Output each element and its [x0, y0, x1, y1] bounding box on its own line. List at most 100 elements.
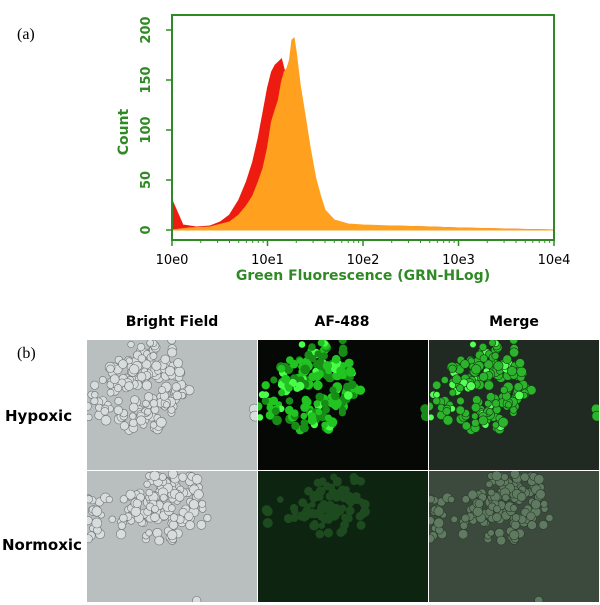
cell [291, 507, 299, 516]
y-tick-label: 200 [139, 16, 154, 43]
x-tick-label: 10e2 [347, 253, 380, 268]
cell [108, 515, 116, 523]
cell [125, 489, 136, 500]
cell [191, 474, 203, 485]
cell [87, 413, 93, 421]
cell [173, 358, 183, 368]
cell [487, 529, 495, 537]
cell [285, 397, 294, 405]
cell [137, 354, 146, 363]
cell [158, 386, 166, 394]
cell [167, 347, 177, 358]
cell [113, 405, 123, 415]
cell [491, 421, 500, 429]
cell [478, 372, 489, 382]
cell [527, 520, 537, 531]
cell [87, 401, 92, 411]
cell [258, 414, 264, 421]
cell [474, 498, 484, 508]
cell [178, 472, 188, 482]
cell [168, 520, 179, 530]
cell [114, 384, 123, 393]
cell [492, 512, 502, 522]
cell [433, 517, 445, 529]
cell [203, 513, 212, 522]
cell [149, 351, 158, 360]
cell [515, 358, 525, 368]
cell [300, 419, 309, 427]
cell [471, 364, 482, 375]
cell [277, 496, 284, 503]
normoxic-bright-field-image [87, 471, 257, 602]
cell [298, 341, 306, 348]
cell [156, 417, 167, 428]
cell [300, 403, 310, 412]
x-tick-label: 10e4 [538, 253, 571, 268]
cell [91, 506, 103, 517]
cell [295, 381, 305, 391]
cell [491, 471, 502, 481]
plot-frame [171, 14, 555, 241]
cell [174, 492, 185, 502]
cell [193, 489, 204, 500]
cell [455, 405, 465, 415]
cell [258, 402, 263, 411]
cell [343, 382, 352, 392]
cell [323, 482, 332, 491]
cell [509, 347, 519, 358]
cell [304, 486, 313, 496]
cell [344, 391, 353, 400]
cell [502, 354, 512, 364]
cell [442, 415, 454, 426]
cell [285, 384, 293, 392]
cell [151, 505, 159, 513]
cell [196, 520, 207, 530]
cell [420, 411, 428, 422]
cell [317, 502, 325, 511]
cell [136, 415, 147, 426]
cell [338, 347, 348, 357]
cell [591, 410, 599, 422]
cell [172, 390, 182, 401]
cell [345, 366, 356, 377]
cell [106, 388, 115, 397]
cell [154, 535, 164, 546]
cell [145, 488, 153, 497]
cell [158, 473, 167, 481]
cell [313, 400, 321, 407]
cell [309, 520, 320, 531]
cell [128, 402, 139, 413]
cell [308, 343, 316, 351]
cell [483, 380, 495, 391]
cell [167, 340, 177, 345]
cell [460, 359, 470, 369]
cell [345, 506, 355, 516]
cell [130, 506, 141, 517]
cell [249, 410, 257, 422]
cell [331, 354, 341, 364]
cell [484, 399, 492, 408]
cell [496, 535, 506, 546]
cell [315, 529, 325, 539]
y-tick-label: 0 [139, 225, 154, 234]
cell [313, 478, 322, 487]
hypoxic-af488-image [258, 340, 428, 470]
cell [339, 504, 347, 512]
cell [530, 499, 541, 510]
cell [136, 342, 146, 352]
cell [469, 340, 477, 349]
cell [540, 500, 549, 508]
cell [520, 472, 530, 482]
y-axis-label: Count [116, 108, 132, 155]
cell [124, 381, 134, 391]
cell [485, 480, 493, 488]
cell [315, 486, 326, 497]
cell [456, 396, 465, 406]
cell [301, 395, 310, 405]
y-tick-label: 50 [139, 171, 154, 189]
cell [149, 421, 158, 429]
cell [433, 506, 445, 517]
cell [119, 495, 128, 504]
normoxic-merge-image [429, 471, 599, 602]
panel-b-label: (b) [17, 345, 36, 362]
